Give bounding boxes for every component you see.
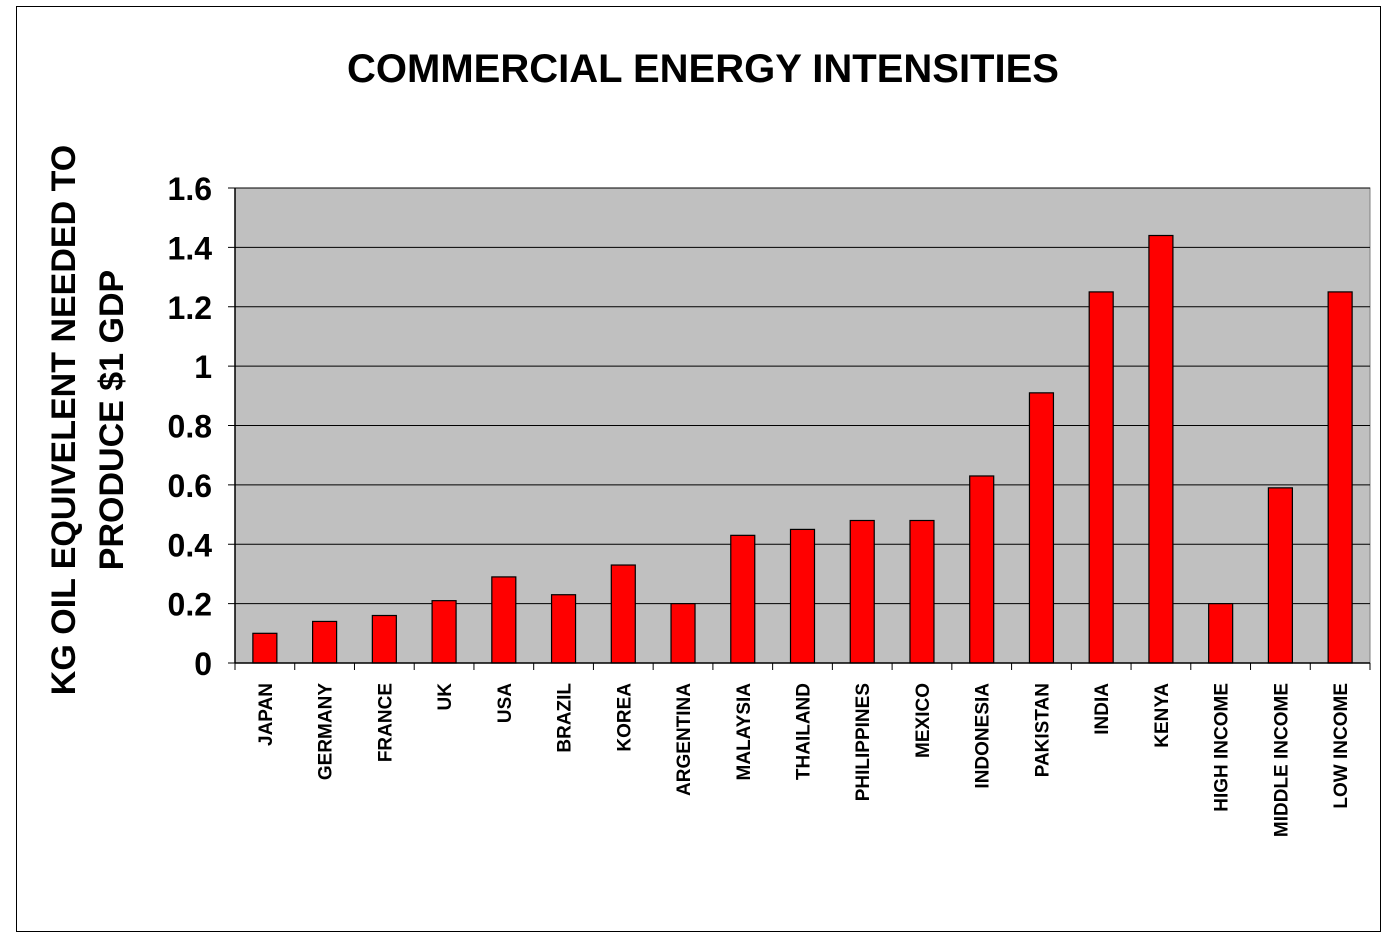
bar [1327, 291, 1353, 664]
x-tick-label: FRANCE [375, 683, 396, 762]
x-tick-label: KENYA [1152, 683, 1173, 748]
y-tick-label: 0 [194, 646, 212, 682]
x-tick-label: BRAZIL [555, 683, 576, 753]
x-tick-label: INDIA [1092, 683, 1113, 735]
x-tick-label: INDONESIA [973, 683, 994, 789]
chart-title: COMMERCIAL ENERGY INTENSITIES [347, 47, 1059, 91]
x-tick-labels: JAPAN GERMANY FRANCE UK USA BRAZIL KOREA ARGENT… [256, 683, 1352, 838]
bars [252, 234, 1353, 664]
bar [550, 594, 577, 664]
bar [371, 614, 397, 664]
x-tick-label: ARGENTINA [674, 683, 695, 796]
x-tick-label: KOREA [614, 683, 635, 752]
x-tick-label: UK [435, 683, 456, 711]
x-tick-label: PHILIPPINES [853, 683, 874, 801]
x-tick-label: LOW INCOME [1331, 683, 1352, 809]
x-tick-label: MALAYSIA [734, 683, 755, 781]
bar [610, 564, 636, 664]
y-tick-label: 1 [194, 349, 212, 385]
y-tick-label: 0.4 [168, 527, 213, 563]
y-tick-label: 1.4 [168, 230, 213, 266]
bar [1148, 234, 1174, 664]
y-axis-label-line-1: KG OIL EQUIVELENT NEEDED TO [45, 145, 83, 695]
y-tick-label: 1.6 [168, 171, 212, 207]
x-tick-label: GERMANY [316, 683, 337, 780]
x-tick-label: USA [495, 683, 516, 723]
bar [431, 600, 457, 664]
bar [1028, 392, 1055, 664]
axes [228, 187, 1371, 670]
bar [730, 534, 756, 664]
bar [849, 519, 875, 664]
x-tick-label: HIGH INCOME [1212, 683, 1233, 812]
bar [909, 519, 935, 664]
x-tick-label: MIDDLE INCOME [1271, 683, 1292, 837]
y-tick-labels: 0 0.2 0.4 0.6 0.8 1 1.2 1.4 1.6 [168, 171, 213, 682]
y-tick-label: 0.8 [168, 409, 212, 445]
y-tick-label: 0.6 [168, 468, 212, 504]
bar [312, 620, 338, 664]
x-tick-label: PAKISTAN [1032, 683, 1053, 777]
bar [1088, 291, 1114, 664]
bar [491, 576, 517, 664]
x-tick-label: MEXICO [913, 683, 934, 758]
bar [670, 603, 696, 664]
y-tick-label: 1.2 [168, 290, 212, 326]
bar [252, 632, 278, 664]
bar [969, 475, 995, 664]
y-axis-label-line-2: PRODUCE $1 GDP [93, 270, 131, 570]
x-tick-label: THAILAND [794, 683, 815, 780]
y-tick-label: 0.2 [168, 587, 212, 623]
x-tick-label: JAPAN [256, 683, 277, 746]
bar [1267, 487, 1293, 664]
bar [789, 528, 816, 664]
bar [1208, 603, 1234, 664]
